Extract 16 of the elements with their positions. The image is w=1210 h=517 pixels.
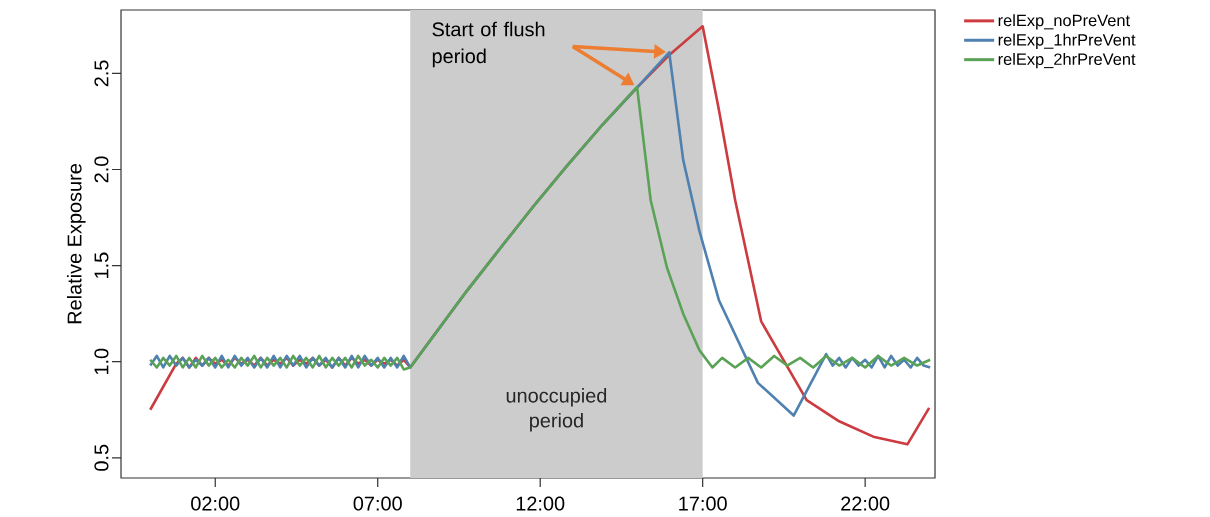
y-tick-label: 0.5 [94, 444, 109, 471]
y-tick-label: 1.0 [94, 348, 109, 375]
y-tick-label: 2.5 [94, 60, 109, 87]
legend-label: relExp_2hrPreVent [998, 52, 1136, 69]
band-label: unoccupied period [506, 388, 607, 432]
y-tick-label: 2.0 [94, 156, 109, 183]
y-axis-title: Relative Exposure [66, 164, 86, 324]
x-tick-label: 17:00 [679, 496, 727, 511]
x-tick-label: 07:00 [353, 496, 402, 511]
x-tick-label: 02:00 [191, 496, 240, 511]
legend-label: relExp_1hrPreVent [998, 33, 1136, 49]
x-tick-label: 12:00 [516, 496, 565, 511]
x-tick-label: 22:00 [841, 496, 890, 511]
annotation: Start of flush period [432, 21, 545, 68]
legend-label: relExp_noPreVent [998, 14, 1130, 30]
y-tick-label: 1.5 [94, 252, 109, 278]
